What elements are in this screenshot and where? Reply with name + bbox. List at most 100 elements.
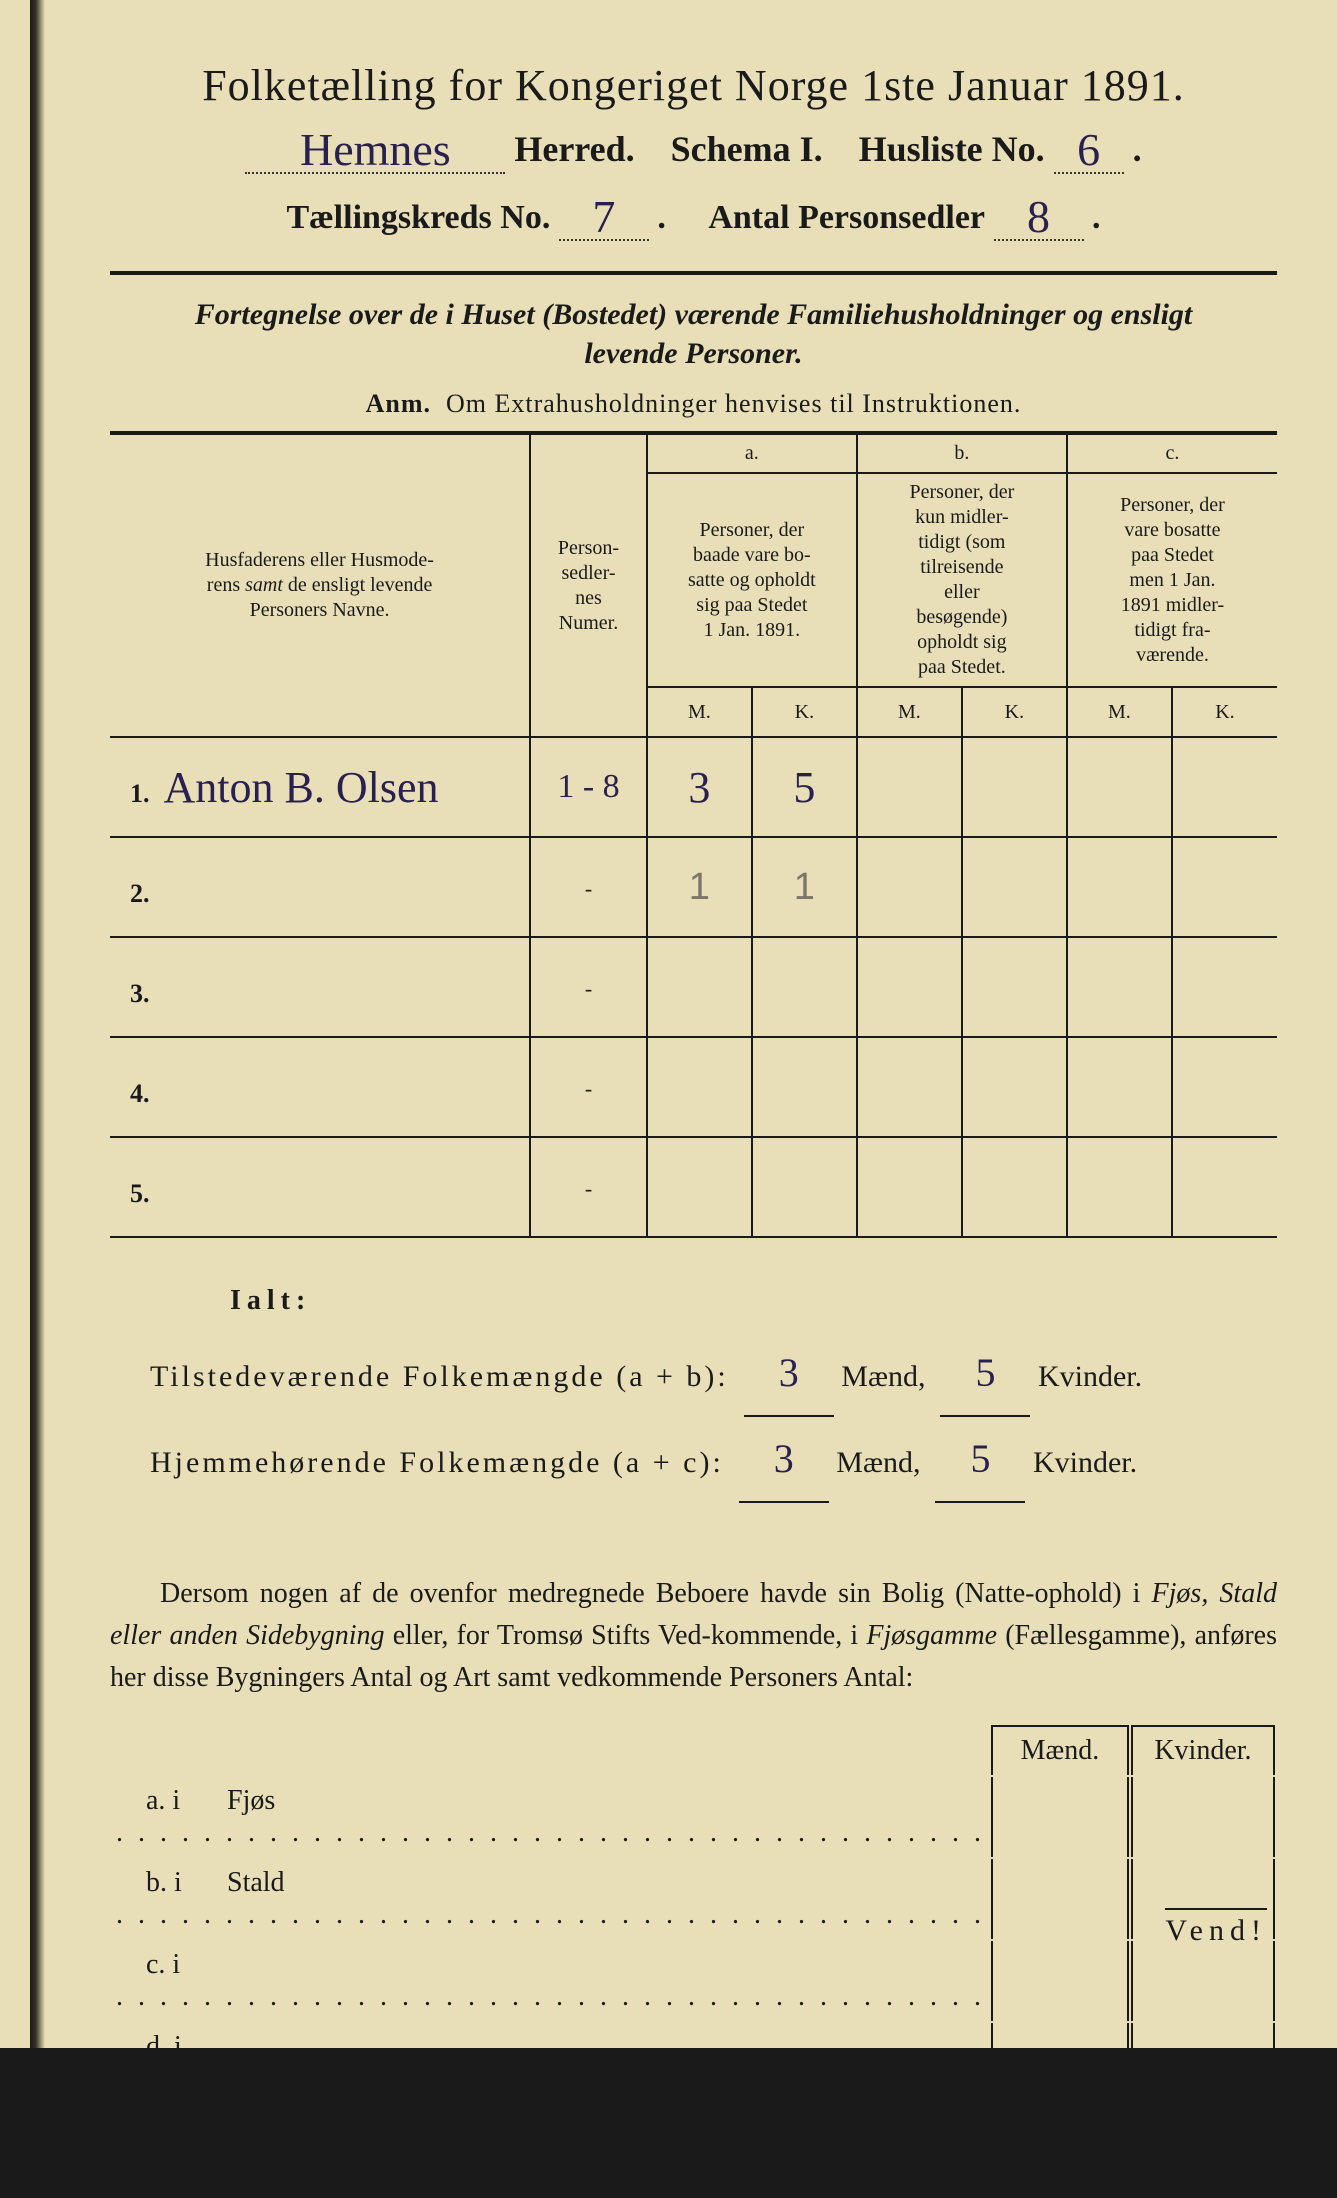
bolig-row: c. i . . . . . . . . . . . . . . . . . .… bbox=[112, 1941, 1275, 2021]
kreds-line: Tællingskreds No. 7 . Antal Personsedler… bbox=[110, 186, 1277, 241]
mk-kvinder-head: Kvinder. bbox=[1131, 1725, 1275, 1775]
cM-cell bbox=[1067, 1137, 1172, 1237]
bK-cell bbox=[962, 1137, 1067, 1237]
bK-cell bbox=[962, 737, 1067, 837]
col-c-text: Personer, dervare bosattepaa Stedetmen 1… bbox=[1067, 473, 1277, 687]
bolig-label: d. i . . . . . . . . . . . . . . . . . .… bbox=[112, 2023, 989, 2103]
bolig-label: c. i . . . . . . . . . . . . . . . . . .… bbox=[112, 1941, 989, 2021]
table-row: 4.- bbox=[110, 1037, 1277, 1137]
herred-value: Hemnes bbox=[300, 124, 451, 175]
cM-cell bbox=[1067, 837, 1172, 937]
bK-cell bbox=[962, 1037, 1067, 1137]
mk-m: M. bbox=[1067, 687, 1172, 737]
schema-label: Schema I. bbox=[671, 129, 823, 169]
table-row: 1.Anton B. Olsen1 - 835 bbox=[110, 737, 1277, 837]
header-row-1: Husfaderens eller Husmode-rens samt de e… bbox=[110, 433, 1277, 473]
num-cell: - bbox=[530, 937, 647, 1037]
bM-cell bbox=[857, 1037, 962, 1137]
aK-cell: 5 bbox=[752, 737, 857, 837]
main-table: Husfaderens eller Husmode-rens samt de e… bbox=[110, 431, 1277, 1238]
aM-cell bbox=[647, 1137, 752, 1237]
col-a-head: a. bbox=[647, 433, 857, 473]
herred-label: Herred. bbox=[514, 129, 634, 169]
bK-cell bbox=[962, 837, 1067, 937]
ialt-label: Ialt: bbox=[230, 1272, 1277, 1331]
bolig-maend bbox=[991, 2023, 1129, 2103]
mk-k: K. bbox=[962, 687, 1067, 737]
bolig-kvinder bbox=[1131, 1777, 1275, 1857]
ialt-block: Ialt: Tilstedeværende Folkemængde (a + b… bbox=[150, 1272, 1277, 1503]
col-c-head: c. bbox=[1067, 433, 1277, 473]
num-cell: - bbox=[530, 837, 647, 937]
bolig-paragraph: Dersom nogen af de ovenfor medregnede Be… bbox=[110, 1573, 1277, 1699]
col-a-text: Personer, derbaade vare bo-satte og opho… bbox=[647, 473, 857, 687]
cK-cell bbox=[1172, 737, 1277, 837]
table-row: 2.-11 bbox=[110, 837, 1277, 937]
bolig-maend bbox=[991, 1859, 1129, 1939]
col-b-head: b. bbox=[857, 433, 1067, 473]
hjemme-line: Hjemmehørende Folkemængde (a + c): 3 Mæn… bbox=[150, 1417, 1277, 1503]
cK-cell bbox=[1172, 1137, 1277, 1237]
aK-cell bbox=[752, 1137, 857, 1237]
num-cell: 1 - 8 bbox=[530, 737, 647, 837]
cK-cell bbox=[1172, 937, 1277, 1037]
mk-k: K. bbox=[1172, 687, 1277, 737]
anm-note: Anm. Om Extrahusholdninger henvises til … bbox=[110, 389, 1277, 419]
mk-m: M. bbox=[857, 687, 962, 737]
name-cell: 5. bbox=[110, 1137, 530, 1237]
bM-cell bbox=[857, 737, 962, 837]
tilstede-line: Tilstedeværende Folkemængde (a + b): 3 M… bbox=[150, 1331, 1277, 1417]
antal-value: 8 bbox=[1027, 191, 1050, 242]
name-cell: 1.Anton B. Olsen bbox=[110, 737, 530, 837]
aM-cell bbox=[647, 937, 752, 1037]
cM-cell bbox=[1067, 1037, 1172, 1137]
bolig-row: b. i Stald . . . . . . . . . . . . . . .… bbox=[112, 1859, 1275, 1939]
cM-cell bbox=[1067, 937, 1172, 1037]
bM-cell bbox=[857, 837, 962, 937]
table-row: 5.- bbox=[110, 1137, 1277, 1237]
divider bbox=[110, 271, 1277, 275]
bK-cell bbox=[962, 937, 1067, 1037]
mk-k: K. bbox=[752, 687, 857, 737]
antal-label: Antal Personsedler bbox=[708, 199, 985, 236]
bM-cell bbox=[857, 937, 962, 1037]
aM-cell: 1 bbox=[647, 837, 752, 937]
aK-cell bbox=[752, 1037, 857, 1137]
kreds-value: 7 bbox=[592, 191, 615, 242]
nei-line: I modsat Fald understreges her Ordet: Ne… bbox=[210, 2165, 1277, 2197]
bolig-maend bbox=[991, 1941, 1129, 2021]
bolig-table: Mænd. Kvinder. a. i Fjøs . . . . . . . .… bbox=[110, 1723, 1277, 2105]
bolig-maend bbox=[991, 1777, 1129, 1857]
aK-cell: 1 bbox=[752, 837, 857, 937]
husliste-label: Husliste No. bbox=[859, 129, 1045, 169]
section-caption: Fortegnelse over de i Huset (Bostedet) v… bbox=[150, 295, 1237, 373]
cK-cell bbox=[1172, 837, 1277, 937]
bolig-kvinder bbox=[1131, 1941, 1275, 2021]
bolig-label: a. i Fjøs . . . . . . . . . . . . . . . … bbox=[112, 1777, 989, 1857]
bolig-row: a. i Fjøs . . . . . . . . . . . . . . . … bbox=[112, 1777, 1275, 1857]
col-num-header: Person-sedler-nesNumer. bbox=[530, 433, 647, 737]
aM-cell: 3 bbox=[647, 737, 752, 837]
name-cell: 2. bbox=[110, 837, 530, 937]
husliste-value: 6 bbox=[1077, 124, 1100, 175]
cK-cell bbox=[1172, 1037, 1277, 1137]
vend-label: Vend! bbox=[1165, 1908, 1267, 1948]
num-cell: - bbox=[530, 1137, 647, 1237]
num-cell: - bbox=[530, 1037, 647, 1137]
mk-m: M. bbox=[647, 687, 752, 737]
herred-line: Hemnes Herred. Schema I. Husliste No. 6 … bbox=[110, 119, 1277, 174]
cM-cell bbox=[1067, 737, 1172, 837]
bolig-row: d. i . . . . . . . . . . . . . . . . . .… bbox=[112, 2023, 1275, 2103]
bolig-kvinder bbox=[1131, 2023, 1275, 2103]
name-cell: 4. bbox=[110, 1037, 530, 1137]
col-names-header: Husfaderens eller Husmode-rens samt de e… bbox=[110, 433, 530, 737]
census-form-page: Folketælling for Kongeriget Norge 1ste J… bbox=[0, 0, 1337, 2048]
bolig-label: b. i Stald . . . . . . . . . . . . . . .… bbox=[112, 1859, 989, 1939]
aK-cell bbox=[752, 937, 857, 1037]
mk-maend-head: Mænd. bbox=[991, 1725, 1129, 1775]
form-title: Folketælling for Kongeriget Norge 1ste J… bbox=[110, 60, 1277, 111]
aM-cell bbox=[647, 1037, 752, 1137]
bM-cell bbox=[857, 1137, 962, 1237]
col-b-text: Personer, derkun midler-tidigt (somtilre… bbox=[857, 473, 1067, 687]
kreds-label: Tællingskreds No. bbox=[286, 199, 550, 236]
